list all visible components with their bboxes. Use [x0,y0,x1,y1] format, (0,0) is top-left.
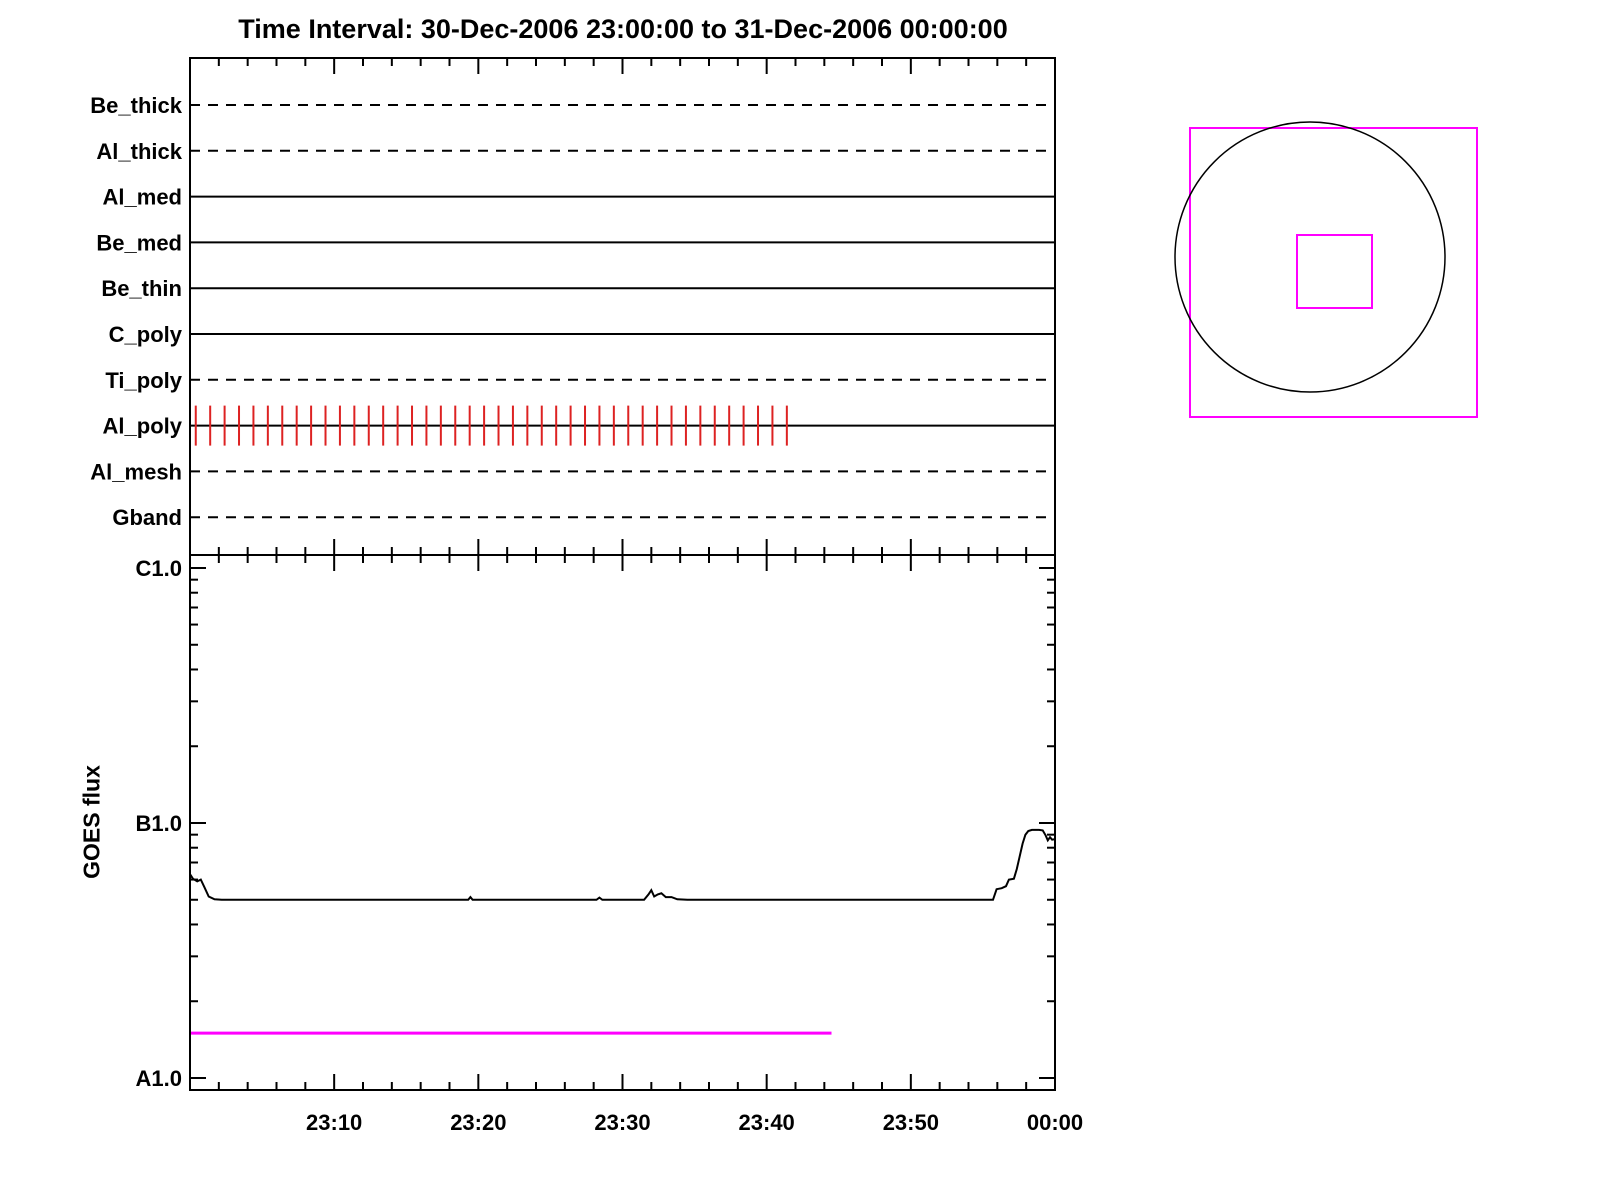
goes-panel-border [189,554,1056,1091]
sun-limb-circle [1174,121,1446,393]
filter-label-be_med: Be_med [96,230,182,255]
x-tick-label: 23:30 [594,1110,650,1135]
plot-title: Time Interval: 30-Dec-2006 23:00:00 to 3… [238,14,1008,44]
x-tick-label: 00:00 [1027,1110,1083,1135]
timeline-panel-border [189,57,1056,556]
filter-label-al_poly: Al_poly [103,414,183,439]
fov-outer-box [1189,127,1478,418]
x-tick-label: 23:20 [450,1110,506,1135]
goes-xray-flux [189,828,1056,901]
filter-label-be_thin: Be_thin [101,276,182,301]
filter-label-al_mesh: Al_mesh [90,459,182,484]
x-tick-label: 23:50 [883,1110,939,1135]
filter-label-be_thick: Be_thick [90,93,182,118]
fov-inner-box [1296,234,1373,309]
filter-label-gband: Gband [112,505,182,530]
filter-label-al_thick: Al_thick [96,139,182,164]
y-tick-label: B1.0 [136,811,182,836]
x-tick-label: 23:10 [306,1110,362,1135]
x-tick-label: 23:40 [739,1110,795,1135]
y-tick-label: A1.0 [136,1066,182,1091]
filter-label-c_poly: C_poly [109,322,183,347]
filter-label-al_med: Al_med [103,185,182,210]
filter-label-ti_poly: Ti_poly [105,368,182,393]
y-tick-label: C1.0 [136,556,182,581]
